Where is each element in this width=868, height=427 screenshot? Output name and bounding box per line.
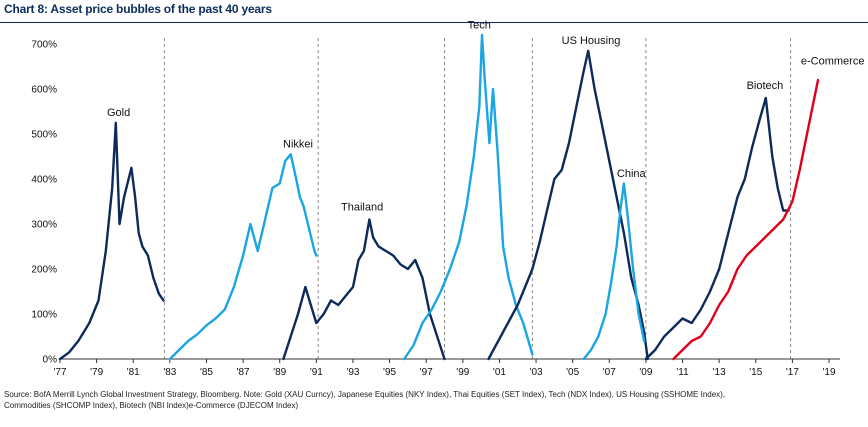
- x-tick-label: '85: [200, 367, 213, 378]
- axes: 0% 100% 200% 300% 400% 500% 600% 700% '77 '79 '81 '…: [31, 40, 840, 378]
- annotation-us-housing: US Housing: [562, 35, 621, 47]
- gridlines: [163, 38, 792, 359]
- x-tick-label: '09: [639, 367, 652, 378]
- annotation-e-commerce: e-Commerce: [801, 55, 865, 67]
- x-tick-label: '81: [127, 367, 140, 378]
- series-line-tech: [403, 33, 534, 361]
- x-tick-label: '95: [383, 367, 396, 378]
- x-tick-label: '19: [822, 367, 835, 378]
- x-tick-label: '99: [456, 367, 469, 378]
- annotation-tech: Tech: [468, 19, 491, 31]
- y-tick-label: 600%: [31, 85, 57, 96]
- x-tick-label: '77: [53, 367, 66, 378]
- series-line-china: [582, 182, 646, 361]
- annotation-gold: Gold: [107, 107, 130, 119]
- series-line-gold: [58, 121, 165, 361]
- annotation-nikkei: Nikkei: [283, 139, 313, 151]
- x-tick-label: '91: [310, 367, 323, 378]
- annotation-thailand: Thailand: [341, 202, 383, 214]
- annotation-biotech: Biotech: [747, 80, 784, 92]
- chart-title: Chart 8: Asset price bubbles of the past…: [4, 2, 272, 16]
- x-tick-label: '15: [749, 367, 762, 378]
- x-tick-label: '89: [273, 367, 286, 378]
- x-tick-label: '05: [566, 367, 579, 378]
- y-tick-label: 400%: [31, 175, 57, 186]
- source-note: Source: BofA Merrill Lynch Global Invest…: [4, 390, 726, 410]
- x-tick-label: '93: [346, 367, 359, 378]
- x-tick-label: '83: [163, 367, 176, 378]
- x-tick-label: '17: [786, 367, 799, 378]
- x-tick-label: '01: [493, 367, 506, 378]
- y-tick-label: 300%: [31, 220, 57, 231]
- series-lines: [58, 33, 820, 361]
- series-line-biotech: [644, 96, 790, 361]
- annotations: Gold Nikkei Thailand Tech US Housing China Bio…: [107, 19, 864, 213]
- x-tick-label: '07: [603, 367, 616, 378]
- y-tick-label: 100%: [31, 310, 57, 321]
- series-line-thailand: [282, 218, 446, 361]
- x-tick-label: '97: [420, 367, 433, 378]
- x-tick-label: '87: [237, 367, 250, 378]
- series-line-e-commerce: [672, 78, 820, 361]
- y-tick-label: 200%: [31, 265, 57, 276]
- x-tick-label: '13: [713, 367, 726, 378]
- title-divider: [0, 22, 868, 23]
- x-tick-label: '03: [530, 367, 543, 378]
- x-tick-label: '79: [90, 367, 103, 378]
- series-line-nikkei: [168, 153, 318, 361]
- chart-plot: 0% 100% 200% 300% 400% 500% 600% 700% '77 '79 '81 '…: [31, 19, 864, 378]
- y-tick-label: 0%: [43, 355, 58, 366]
- y-tick-label: 700%: [31, 40, 57, 51]
- annotation-china: China: [617, 168, 647, 180]
- series-line-us-housing: [487, 49, 649, 361]
- y-tick-label: 500%: [31, 130, 57, 141]
- x-tick-label: '11: [676, 367, 689, 378]
